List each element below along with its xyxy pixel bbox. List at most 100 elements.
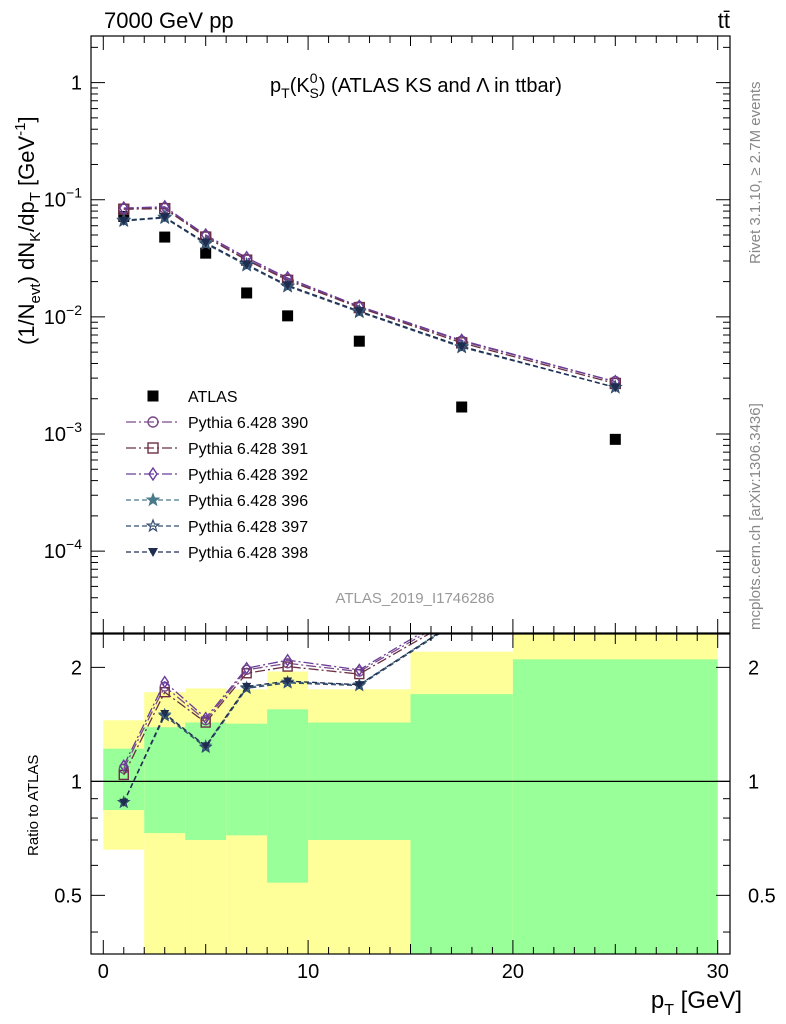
data-point-s6-1 — [159, 213, 170, 223]
legend-label-6: Pythia 6.428 398 — [188, 545, 308, 562]
ratio-y-label: Ratio to ATLAS — [25, 755, 42, 856]
main-y-label: (1/Nevt) dNK/dpT [GeV-1] — [12, 116, 44, 345]
x-tick-label-3: 30 — [707, 961, 729, 983]
mcplots-label: mcplots.cern.ch [arXiv:1306.3436] — [747, 403, 764, 630]
data-point-s6-4 — [282, 281, 293, 291]
title-rest: ) (ATLAS KS and Λ in ttbar) — [319, 75, 562, 97]
x-tick-label-1: 10 — [297, 961, 319, 983]
ratio-panel: 0.5 0.51 12 20 10 20 30 Ratio to ATLAS pT [GeV… — [25, 572, 776, 1019]
legend-marker-5 — [145, 518, 161, 533]
legend-marker-6 — [148, 548, 158, 557]
series-line-2 — [123, 207, 616, 385]
main-axis-ticks: 1 10−1 10−2 10−3 10−4 — [44, 36, 730, 634]
data-point-s0-2 — [200, 247, 212, 259]
data-point-s0-4 — [282, 310, 294, 322]
main-title: pT(K0 S) (ATLAS KS and Λ in ttbar) — [270, 70, 562, 101]
legend-label-0: ATLAS — [188, 389, 238, 406]
series-line-6 — [123, 216, 616, 389]
data-point-s0-6 — [456, 401, 468, 413]
y-tick-label-0: 1 — [71, 73, 82, 95]
ratio-series-group — [116, 572, 620, 809]
title-sub-t: T — [281, 85, 290, 101]
x-tick-label-2: 20 — [502, 961, 524, 983]
ratio-point-s2-7 — [612, 572, 619, 583]
title-sub-s: S — [309, 85, 318, 101]
main-series-group — [116, 199, 623, 445]
uncertainty-bands — [91, 634, 730, 954]
series-line-3 — [123, 206, 616, 383]
ratio-point-s2-4 — [283, 653, 293, 667]
title-p: p — [270, 75, 281, 97]
legend-marker-1 — [147, 416, 159, 428]
data-point-s0-1 — [159, 231, 171, 243]
y-tick-label-4: 10−4 — [44, 536, 82, 563]
legend-marker-0 — [147, 390, 159, 402]
legend-label-5: Pythia 6.428 397 — [188, 519, 308, 536]
ratio-line-4 — [123, 634, 441, 803]
ratio-point-s5-2 — [201, 742, 211, 751]
ratio-y-tick-label-right-0: 0.5 — [748, 885, 776, 907]
ratio-line-0 — [123, 634, 426, 769]
ratio-point-s1-4 — [282, 661, 293, 672]
ratio-point-s5-0 — [119, 798, 129, 807]
data-point-s6-6 — [456, 342, 467, 352]
ratio-point-s1-6 — [457, 611, 466, 620]
energy-label: 7000 GeV pp — [104, 8, 234, 33]
data-point-s6-3 — [241, 260, 252, 270]
band-green-1 — [144, 727, 186, 834]
analysis-watermark: ATLAS_2019_I1746286 — [335, 590, 494, 607]
ratio-point-s0-7 — [611, 576, 620, 585]
ratio-point-s0-6 — [457, 608, 466, 617]
legend-marker-4 — [145, 492, 161, 507]
ratio-point-s2-2 — [201, 711, 211, 725]
x-tick-label-0: 0 — [98, 961, 109, 983]
y-tick-label-1: 10−1 — [44, 185, 82, 212]
title-paren: (K — [290, 75, 311, 97]
ratio-point-s2-1 — [160, 675, 170, 689]
legend-marker-3 — [148, 466, 158, 482]
legend-label-2: Pythia 6.428 391 — [188, 441, 308, 458]
ratio-point-s3-6 — [457, 613, 467, 623]
ratio-y-tick-label-left-0: 0.5 — [54, 885, 82, 907]
ratio-point-s3-7 — [610, 585, 620, 595]
ratio-point-s5-6 — [457, 614, 466, 622]
data-point-s0-5 — [353, 335, 365, 347]
legend-label-1: Pythia 6.428 390 — [188, 415, 308, 432]
ratio-point-s5-1 — [160, 709, 170, 719]
data-point-s6-5 — [354, 307, 365, 317]
ratio-point-s1-7 — [611, 581, 620, 590]
legend-label-3: Pythia 6.428 392 — [188, 467, 308, 484]
ratio-point-s5-7 — [611, 586, 620, 594]
ratio-point-s5-5 — [354, 681, 364, 690]
y-tick-label-3: 10−3 — [44, 419, 82, 446]
ratio-axis-ticks: 0.5 0.51 12 20 10 20 30 — [54, 634, 776, 983]
ratio-point-s4-6 — [457, 614, 467, 624]
rivet-label: Rivet 3.1.10, ≥ 2.7M events — [747, 82, 764, 265]
band-green-6 — [410, 694, 513, 954]
process-label: tt̄ — [718, 8, 730, 33]
ratio-y-tick-label-left-1: 1 — [71, 771, 82, 793]
ratio-y-tick-label-right-2: 2 — [748, 657, 759, 679]
ratio-point-s5-4 — [283, 677, 293, 686]
data-point-s0-3 — [241, 287, 253, 299]
ratio-point-s2-0 — [119, 759, 129, 773]
main-panel: 1 10−1 10−2 10−3 10−4 pT(K0 S) (ATLAS KS and … — [12, 35, 731, 634]
band-green-3 — [226, 723, 268, 836]
legend-label-4: Pythia 6.428 396 — [188, 493, 308, 510]
legend-marker-2 — [147, 442, 159, 454]
ratio-point-s2-3 — [242, 661, 252, 675]
ratio-point-s2-5 — [354, 663, 364, 677]
ratio-point-s4-7 — [610, 585, 620, 595]
legend: ATLAS Pythia 6.428 390 Pythia 6.428 391 Pyt… — [126, 389, 308, 562]
ratio-point-s5-3 — [242, 682, 252, 692]
series-line-1 — [123, 207, 616, 383]
data-point-s6-2 — [200, 238, 211, 248]
ratio-line-5 — [123, 634, 439, 803]
band-green-4 — [267, 709, 309, 883]
ratio-x-label: pT [GeV] — [651, 987, 742, 1019]
y-tick-label-2: 10−2 — [44, 302, 82, 329]
ratio-line-3 — [123, 634, 439, 803]
main-frame — [90, 35, 731, 634]
ratio-y-tick-label-right-1: 1 — [748, 771, 759, 793]
ratio-point-s0-0 — [118, 763, 129, 774]
